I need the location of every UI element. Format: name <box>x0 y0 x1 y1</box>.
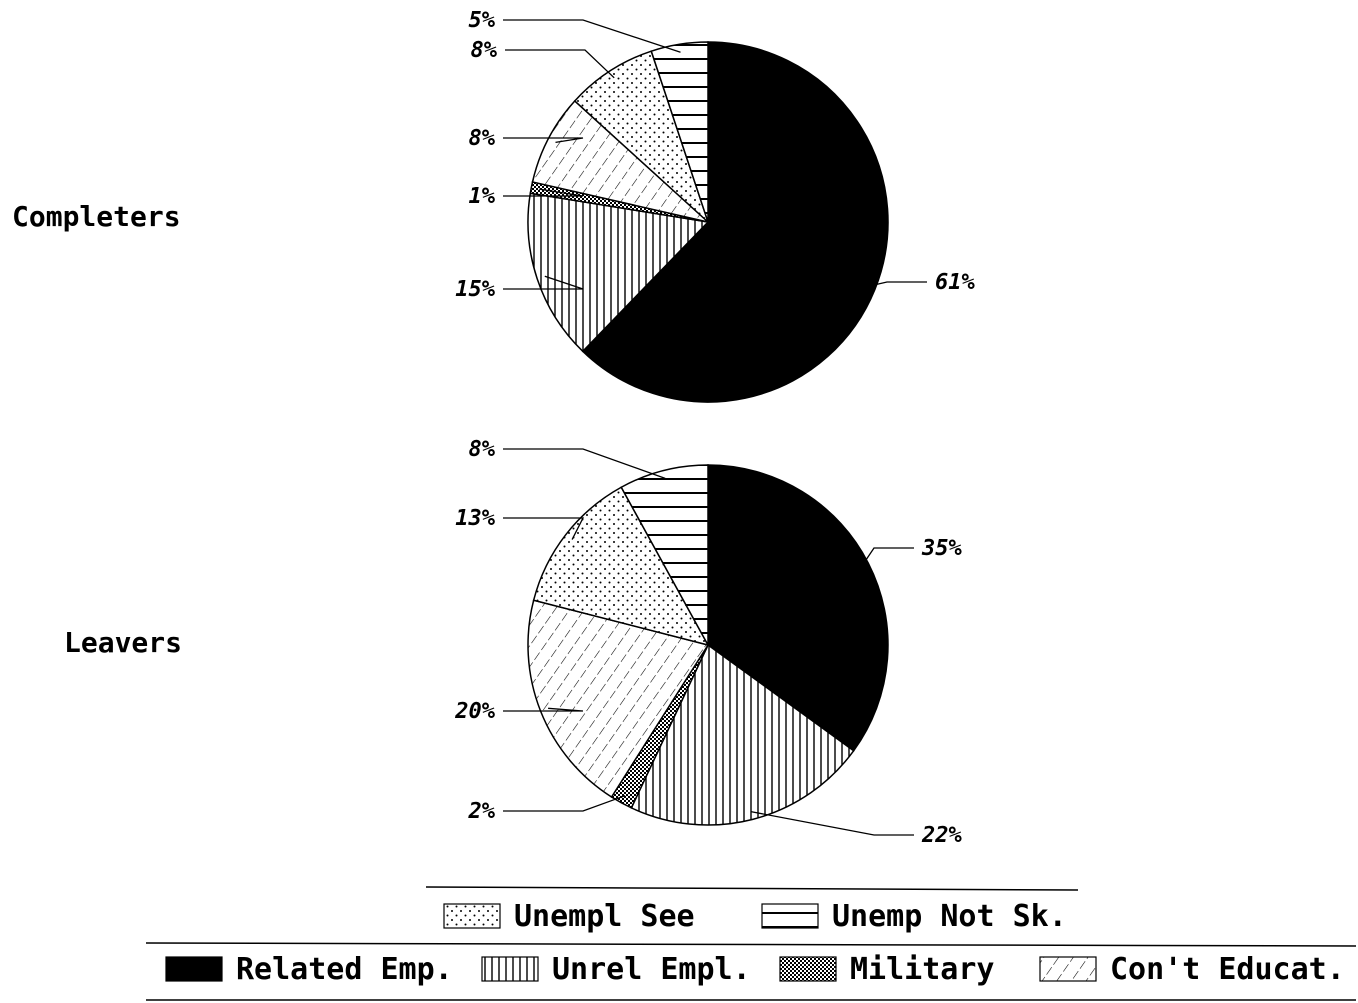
leavers-leader-related-emp <box>860 547 914 568</box>
completers-label-related-emp: 61% <box>935 270 975 295</box>
completers-label-unrel-empl: 15% <box>455 277 495 302</box>
completers-pie: 61% 15% 1% 8% 8% 5% <box>455 8 975 403</box>
legend: Unempl See Unemp Not Sk. Related Emp. Unrel… <box>145 886 1357 1001</box>
leavers-label-con-t-educat: 20% <box>454 699 495 724</box>
leavers-pie: 35% 22% 2% 20% 13% 8% <box>454 437 962 848</box>
legend-label-unrel-empl: Unrel Empl. <box>552 952 751 987</box>
completers-leader-military <box>503 188 584 197</box>
legend-label-related-emp: Related Emp. <box>236 952 453 987</box>
leavers-leader-military <box>503 795 626 812</box>
leavers-label-unrel-empl: 22% <box>921 823 962 848</box>
completers-label-con-t-educat: 8% <box>469 126 496 151</box>
leavers-label-unempl-see: 13% <box>455 506 495 531</box>
pie-title-completers: Completers <box>12 200 181 233</box>
completers-leader-unempl-see <box>505 49 615 79</box>
legend-label-con-t-educat: Con't Educat. <box>1110 952 1345 987</box>
leavers-label-military: 2% <box>468 799 496 824</box>
completers-slice-unemp-not-sk <box>650 41 709 223</box>
leavers-slice-related-emp <box>707 464 889 752</box>
completers-label-unemp-not-sk: 5% <box>469 8 496 33</box>
leavers-leader-unrel-empl <box>750 810 914 836</box>
leavers-label-unemp-not-sk: 8% <box>469 437 496 462</box>
leavers-slice-unempl-see <box>532 486 710 647</box>
legend-swatch-related-emp <box>165 956 223 982</box>
legend-label-military: Military <box>850 952 995 987</box>
completers-leader-related-emp <box>867 281 927 288</box>
legend-swatch-unemp-not-sk <box>761 903 819 929</box>
completers-slice-con-t-educat <box>531 99 711 224</box>
leavers-leader-unemp-not-sk <box>503 448 666 480</box>
completers-slice-unrel-empl <box>527 192 710 353</box>
completers-leader-con-t-educat <box>503 137 584 144</box>
completers-slice-unempl-see <box>573 50 710 225</box>
leavers-leader-con-t-educat <box>503 707 584 712</box>
completers-leader-unrel-empl <box>503 275 584 290</box>
legend-swatch-unrel-empl <box>481 956 539 982</box>
leavers-slice-unemp-not-sk <box>620 464 709 646</box>
completers-label-unempl-see: 8% <box>471 38 498 63</box>
completers-leader-unemp-not-sk <box>503 19 681 53</box>
pie-title-leavers: Leavers <box>64 626 182 659</box>
leavers-leader-unempl-see <box>503 517 585 540</box>
legend-label-unemp-not-sk: Unemp Not Sk. <box>832 899 1067 934</box>
legend-label-unempl-see: Unempl See <box>514 899 695 934</box>
legend-swatch-military <box>779 956 837 982</box>
legend-swatch-unempl-see <box>443 903 501 929</box>
legend-swatch-con-t-educat <box>1039 956 1097 982</box>
completers-slice-related-emp <box>581 41 889 403</box>
completers-label-military: 1% <box>469 184 496 209</box>
leavers-label-related-emp: 35% <box>921 536 962 561</box>
